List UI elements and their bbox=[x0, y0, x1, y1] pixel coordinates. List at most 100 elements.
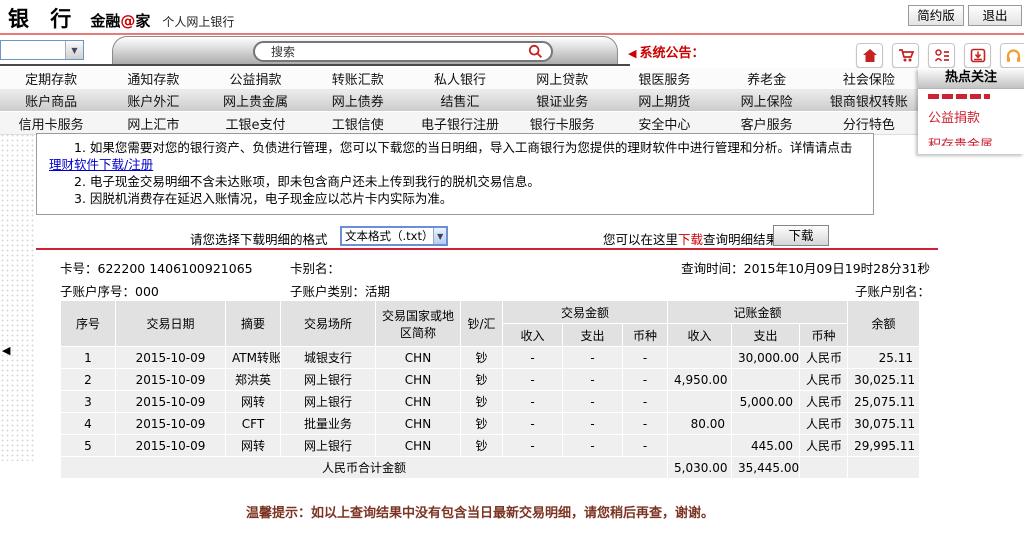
home-button[interactable] bbox=[856, 43, 883, 68]
table-row: 3 2015-10-09 网转 网上银行 CHN 钞 - - -5,000.00 人民币 25,07… bbox=[60, 390, 920, 413]
nav-item-precious-metal[interactable]: 网上贵金属 bbox=[223, 95, 289, 110]
nav-item-customer-service[interactable]: 客户服务 bbox=[740, 117, 793, 133]
col-balance: 余额 bbox=[847, 300, 920, 347]
nav-item-bank-merchant-transfer[interactable]: 银商银权转账 bbox=[829, 95, 908, 110]
nav-item-bank-medical[interactable]: 银医服务 bbox=[638, 73, 691, 88]
sub-account-type: 子账户类别：活期 bbox=[290, 284, 391, 299]
hot-topics-panel: 热点关注 公益捐款 积存贵金属 bbox=[918, 68, 1024, 154]
col-book-in: 收入 bbox=[667, 323, 733, 347]
table-row: 1 2015-10-09 ATM转账 城银支行 CHN 钞 - - -30,000.00 人民币 2… bbox=[60, 346, 920, 369]
main-nav: 定期存款 通知存款 公益捐款 转账汇款 私人银行 网上贷款 银医服务 养老金 社… bbox=[0, 68, 920, 135]
nav-row-2: 账户商品 账户外汇 网上贵金属 网上债券 结售汇 银证业务 网上期货 网上保险 … bbox=[0, 90, 920, 111]
nav-item-charity-donation[interactable]: 公益捐款 bbox=[229, 73, 282, 88]
quick-icon-bar bbox=[856, 43, 1024, 68]
table-row: 4 2015-10-09 CFT 批量业务 CHN 钞 - - -80.00 人民币 30,075.… bbox=[60, 412, 920, 435]
customer-service-button[interactable] bbox=[1000, 43, 1024, 68]
total-label: 人民币合计金额 bbox=[59, 456, 669, 479]
nav-item-branch-features[interactable]: 分行特色 bbox=[842, 117, 895, 133]
at-symbol: @ bbox=[120, 12, 136, 30]
cart-icon bbox=[898, 49, 914, 62]
nav-item-private-banking[interactable]: 私人银行 bbox=[433, 73, 486, 88]
nav-item-notice-deposit[interactable]: 通知存款 bbox=[127, 73, 180, 88]
notice-line-3: 3. 因脱机消费存在延迟入账情况，电子现金应以芯片卡内实际为准。 bbox=[74, 191, 453, 206]
logout-button[interactable]: 退出 bbox=[968, 5, 1022, 26]
section-divider bbox=[36, 248, 938, 250]
notice-line-1: 1. 如果您需要对您的银行资产、负债进行管理，您可以下载您的当日明细，导入工商银… bbox=[49, 140, 853, 172]
sidebar-item-charity-donation[interactable]: 公益捐款 bbox=[928, 111, 981, 126]
card-number: 卡号：622200 1406100921065 bbox=[60, 261, 253, 276]
warm-reminder: 温馨提示：如以上查询结果中没有包含当日最新交易明细，请您稍后再查，谢谢。 bbox=[245, 506, 714, 521]
table-header: 序号 交易日期 摘要 交易场所 交易国家或地区简称 钞/汇 交易金额 记账金额 … bbox=[60, 300, 920, 347]
nav-item-fx-settlement[interactable]: 结售汇 bbox=[440, 95, 480, 110]
table-row: 5 2015-10-09 网转 网上银行 CHN 钞 - - -445.00 人民币 29,995.… bbox=[60, 434, 920, 457]
header-divider bbox=[0, 33, 1024, 35]
notice-box: 1. 如果您需要对您的银行资产、负债进行管理，您可以下载您的当日明细，导入工商银… bbox=[36, 133, 874, 215]
search-placeholder: 搜索 bbox=[271, 45, 296, 59]
clipped-link-fragment bbox=[928, 94, 990, 99]
nav-item-bank-securities[interactable]: 银证业务 bbox=[536, 95, 589, 110]
search-icon[interactable] bbox=[528, 44, 543, 59]
nav-item-bank-card-service[interactable]: 银行卡服务 bbox=[529, 117, 595, 133]
chevron-down-icon[interactable]: ▼ bbox=[65, 41, 83, 59]
col-book-out: 支出 bbox=[731, 323, 801, 347]
transaction-table: 序号 交易日期 摘要 交易场所 交易国家或地区简称 钞/汇 交易金额 记账金额 … bbox=[59, 300, 920, 479]
collapse-arrow-icon[interactable]: ◀ bbox=[2, 344, 11, 357]
download-emphasis: 下载 bbox=[678, 232, 704, 247]
inbox-download-button[interactable] bbox=[964, 43, 991, 68]
col-place: 交易场所 bbox=[280, 300, 376, 347]
sidebar-item-precious-metal[interactable]: 积存贵金属 bbox=[928, 138, 994, 146]
system-announcement: ◀ 系统公告： bbox=[628, 46, 705, 61]
hot-topics-title: 热点关注 bbox=[918, 68, 1024, 89]
col-group-book-amount: 记账金额 bbox=[667, 300, 849, 324]
search-input[interactable]: 搜索 bbox=[253, 41, 553, 62]
tab-underline bbox=[0, 64, 630, 66]
chevron-down-icon[interactable]: ▼ bbox=[433, 228, 446, 244]
nav-item-account-commodity[interactable]: 账户商品 bbox=[25, 95, 78, 110]
nav-item-fx-market[interactable]: 网上汇市 bbox=[127, 117, 180, 133]
col-txn-currency: 币种 bbox=[621, 323, 669, 347]
nav-item-icbc-messenger[interactable]: 工银信使 bbox=[331, 117, 384, 133]
nav-item-transfer-remit[interactable]: 转账汇款 bbox=[331, 73, 384, 88]
col-book-currency: 币种 bbox=[799, 323, 849, 347]
nav-item-online-bonds[interactable]: 网上债券 bbox=[331, 95, 384, 110]
nav-item-credit-card[interactable]: 信用卡服务 bbox=[18, 117, 84, 133]
nav-item-fixed-deposit[interactable]: 定期存款 bbox=[25, 73, 78, 88]
table-row: 2 2015-10-09 郑洪英 网上银行 CHN 钞 - - -4,950.00 人民币 30,0… bbox=[60, 368, 920, 391]
col-txn-out: 支出 bbox=[562, 323, 623, 347]
nav-row-1: 定期存款 通知存款 公益捐款 转账汇款 私人银行 网上贷款 银医服务 养老金 社… bbox=[0, 68, 920, 90]
finance-software-link[interactable]: 理财软件下载/注册 bbox=[49, 157, 154, 172]
download-format-select[interactable]: 文本格式（.txt） ▼ bbox=[340, 226, 448, 246]
sub-account-no: 子账户序号：000 bbox=[60, 284, 159, 299]
col-seq: 序号 bbox=[60, 300, 116, 347]
nav-item-social-insurance[interactable]: 社会保险 bbox=[842, 73, 895, 88]
home-icon bbox=[862, 49, 877, 62]
left-gutter bbox=[0, 133, 34, 461]
nav-item-icbc-epay[interactable]: 工银e支付 bbox=[225, 117, 286, 133]
nav-item-account-forex[interactable]: 账户外汇 bbox=[127, 95, 180, 110]
nav-item-online-insurance[interactable]: 网上保险 bbox=[740, 95, 793, 110]
col-cash: 钞/汇 bbox=[460, 300, 503, 347]
nav-row-3: 信用卡服务 网上汇市 工银e支付 工银信使 电子银行注册 银行卡服务 安全中心 … bbox=[0, 111, 920, 135]
contacts-icon bbox=[934, 49, 949, 62]
bank-logo-text: 银 行 bbox=[8, 7, 79, 31]
contacts-button[interactable] bbox=[928, 43, 955, 68]
cart-button[interactable] bbox=[892, 43, 919, 68]
notice-line-2: 2. 电子现金交易明细不含未达账项，即未包含商户还未上传到我行的脱机交易信息。 bbox=[74, 174, 540, 189]
download-button[interactable]: 下载 bbox=[773, 225, 829, 246]
nav-item-pension[interactable]: 养老金 bbox=[747, 73, 787, 88]
nav-item-ebank-register[interactable]: 电子银行注册 bbox=[420, 117, 499, 133]
nav-item-online-loan[interactable]: 网上贷款 bbox=[536, 73, 589, 88]
nav-item-security-center[interactable]: 安全中心 bbox=[638, 117, 691, 133]
simple-version-button[interactable]: 简约版 bbox=[908, 5, 964, 26]
col-group-txn-amount: 交易金额 bbox=[501, 300, 669, 324]
query-time: 查询时间：2015年10月09日19时28分31秒 bbox=[681, 261, 930, 276]
finance-home-logo: 金融@家 bbox=[90, 12, 151, 30]
category-dropdown[interactable]: ▼ bbox=[0, 40, 84, 60]
portal-title: 个人网上银行 bbox=[162, 15, 235, 29]
nav-item-online-futures[interactable]: 网上期货 bbox=[638, 95, 691, 110]
download-format-value: 文本格式（.txt） bbox=[345, 229, 434, 243]
inbox-download-icon bbox=[970, 48, 985, 63]
total-row: 人民币合计金额 5,030.00 35,445.00 bbox=[59, 456, 920, 479]
sub-account-alias: 子账户别名： bbox=[854, 284, 930, 299]
